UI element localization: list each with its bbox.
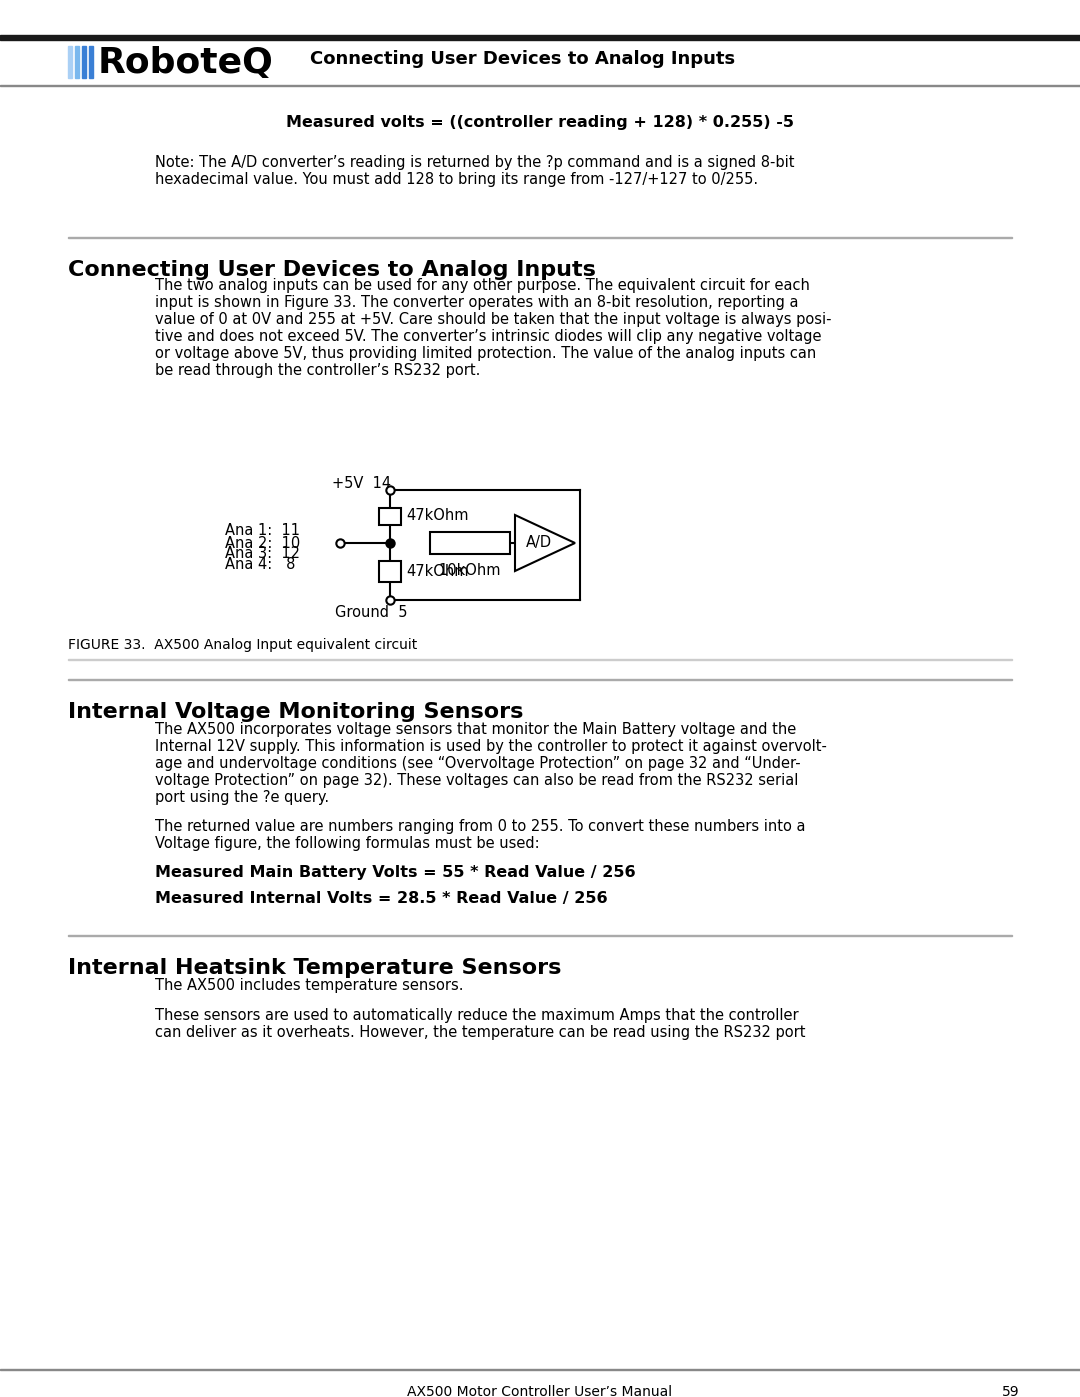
Text: Measured Main Battery Volts = 55 * Read Value / 256: Measured Main Battery Volts = 55 * Read … <box>156 865 636 880</box>
Text: These sensors are used to automatically reduce the maximum Amps that the control: These sensors are used to automatically … <box>156 1009 798 1023</box>
Text: value of 0 at 0V and 255 at +5V. Care should be taken that the input voltage is : value of 0 at 0V and 255 at +5V. Care sh… <box>156 312 832 327</box>
Text: +5V  14: +5V 14 <box>332 476 391 490</box>
Text: Ana 1:  11: Ana 1: 11 <box>225 522 300 538</box>
Text: Voltage figure, the following formulas must be used:: Voltage figure, the following formulas m… <box>156 835 540 851</box>
Text: Ana 3:  12: Ana 3: 12 <box>225 546 300 562</box>
Bar <box>75 46 79 78</box>
Text: Internal 12V supply. This information is used by the controller to protect it ag: Internal 12V supply. This information is… <box>156 739 827 754</box>
Bar <box>0 35 1080 41</box>
Text: 47kOhm: 47kOhm <box>406 509 469 524</box>
Text: Connecting User Devices to Analog Inputs: Connecting User Devices to Analog Inputs <box>68 260 596 279</box>
Text: tive and does not exceed 5V. The converter’s intrinsic diodes will clip any nega: tive and does not exceed 5V. The convert… <box>156 330 822 344</box>
Bar <box>430 532 510 555</box>
Text: Connecting User Devices to Analog Inputs: Connecting User Devices to Analog Inputs <box>310 50 735 68</box>
Text: be read through the controller’s RS232 port.: be read through the controller’s RS232 p… <box>156 363 481 379</box>
Text: 10kOhm: 10kOhm <box>438 563 501 578</box>
Bar <box>379 509 401 525</box>
Text: can deliver as it overheats. However, the temperature can be read using the RS23: can deliver as it overheats. However, th… <box>156 1025 806 1039</box>
Polygon shape <box>515 515 575 571</box>
Text: age and undervoltage conditions (see “Overvoltage Protection” on page 32 and “Un: age and undervoltage conditions (see “Ov… <box>156 756 800 771</box>
Bar <box>68 46 72 78</box>
Text: hexadecimal value. You must add 128 to bring its range from -127/+127 to 0/255.: hexadecimal value. You must add 128 to b… <box>156 172 758 187</box>
Text: voltage Protection” on page 32). These voltages can also be read from the RS232 : voltage Protection” on page 32). These v… <box>156 773 798 788</box>
Text: FIGURE 33.  AX500 Analog Input equivalent circuit: FIGURE 33. AX500 Analog Input equivalent… <box>68 638 417 652</box>
Bar <box>82 46 86 78</box>
Text: Measured Internal Volts = 28.5 * Read Value / 256: Measured Internal Volts = 28.5 * Read Va… <box>156 891 608 907</box>
Text: AX500 Motor Controller User’s Manual: AX500 Motor Controller User’s Manual <box>407 1384 673 1397</box>
Text: Measured volts = ((controller reading + 128) * 0.255) -5: Measured volts = ((controller reading + … <box>286 115 794 130</box>
Bar <box>379 562 401 583</box>
Text: Internal Heatsink Temperature Sensors: Internal Heatsink Temperature Sensors <box>68 958 562 978</box>
Text: or voltage above 5V, thus providing limited protection. The value of the analog : or voltage above 5V, thus providing limi… <box>156 346 816 360</box>
Text: A/D: A/D <box>526 535 552 550</box>
Text: The two analog inputs can be used for any other purpose. The equivalent circuit : The two analog inputs can be used for an… <box>156 278 810 293</box>
Text: 47kOhm: 47kOhm <box>406 563 469 578</box>
Text: Ana 2:  10: Ana 2: 10 <box>225 536 300 550</box>
Text: The AX500 incorporates voltage sensors that monitor the Main Battery voltage and: The AX500 incorporates voltage sensors t… <box>156 722 796 738</box>
Text: Ground  5: Ground 5 <box>335 605 407 620</box>
Text: Note: The A/D converter’s reading is returned by the ?p command and is a signed : Note: The A/D converter’s reading is ret… <box>156 155 795 170</box>
Text: RoboteQ: RoboteQ <box>98 46 274 80</box>
Text: Internal Voltage Monitoring Sensors: Internal Voltage Monitoring Sensors <box>68 703 524 722</box>
Text: The returned value are numbers ranging from 0 to 255. To convert these numbers i: The returned value are numbers ranging f… <box>156 819 806 834</box>
Text: 59: 59 <box>1002 1384 1020 1397</box>
Text: port using the ?e query.: port using the ?e query. <box>156 789 329 805</box>
Bar <box>89 46 93 78</box>
Text: input is shown in Figure 33. The converter operates with an 8-bit resolution, re: input is shown in Figure 33. The convert… <box>156 295 798 310</box>
Text: The AX500 includes temperature sensors.: The AX500 includes temperature sensors. <box>156 978 463 993</box>
Text: Ana 4:   8: Ana 4: 8 <box>225 557 295 571</box>
